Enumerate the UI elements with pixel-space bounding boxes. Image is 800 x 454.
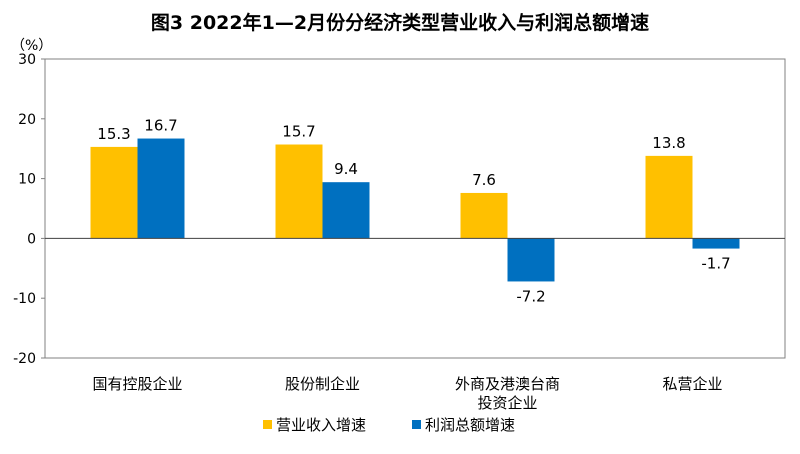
legend-label: 营业收入增速: [276, 416, 366, 434]
bar-profit: [137, 138, 185, 239]
category-label: 私营企业: [662, 375, 722, 393]
data-label: 13.8: [652, 134, 685, 152]
y-tick-label: 20: [18, 112, 36, 128]
category-label: 国有控股企业: [92, 375, 182, 393]
y-tick-label: 30: [18, 52, 36, 68]
bar-profit: [692, 238, 740, 249]
category-label: 外商及港澳台商投资企业: [455, 375, 560, 412]
y-tick-label: -10: [13, 291, 36, 307]
y-axis: 30 20 10 0 -10 -20: [13, 52, 45, 367]
data-label: -1.7: [701, 255, 730, 273]
bar-revenue: [90, 146, 138, 239]
legend-label: 利润总额增速: [425, 416, 515, 434]
data-label: -7.2: [516, 287, 545, 305]
bars: 15.3 16.7 15.7 9.4 7.6 -7.2 13.8 -1.7: [45, 117, 785, 305]
bar-profit: [507, 238, 555, 282]
data-label: 9.4: [334, 160, 358, 178]
bar-revenue: [645, 155, 693, 239]
legend: 营业收入增速 利润总额增速: [263, 416, 515, 434]
y-tick-label: 10: [18, 172, 36, 188]
plot-area: [44, 58, 786, 359]
x-axis: 国有控股企业 股份制企业 外商及港澳台商投资企业 私营企业: [92, 375, 722, 412]
bar-profit: [322, 182, 370, 239]
y-unit-label: （%）: [11, 38, 52, 54]
data-label: 7.6: [472, 171, 496, 189]
legend-swatch: [263, 420, 272, 429]
data-label: 15.7: [282, 123, 315, 141]
bar-revenue: [275, 144, 323, 239]
data-label: 15.3: [97, 125, 130, 143]
y-tick-label: -20: [13, 351, 36, 367]
bar-revenue: [460, 192, 508, 239]
chart-title: 图3 2022年1—2月份分经济类型营业收入与利润总额增速: [151, 11, 649, 34]
category-label: 股份制企业: [285, 375, 360, 393]
data-label: 16.7: [144, 117, 177, 135]
legend-swatch: [412, 420, 421, 429]
y-tick-label: 0: [27, 231, 36, 247]
